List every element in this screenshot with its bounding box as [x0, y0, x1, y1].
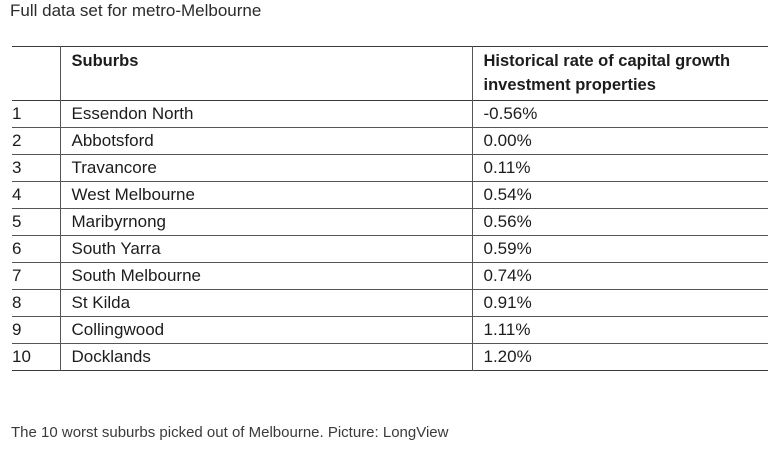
- suburb-cell: Abbotsford: [60, 127, 473, 155]
- growth-rate-cell: -0.56%: [483, 104, 538, 123]
- suburb-cell: St Kilda: [60, 289, 473, 317]
- suburb-cell: South Yarra: [60, 235, 473, 263]
- table-row: 3 Travancore 0.11%: [12, 154, 768, 182]
- rank-cell: 7: [12, 262, 61, 290]
- rank-cell: 9: [12, 316, 61, 344]
- growth-rate-cell: 0.91%: [483, 293, 532, 312]
- table-row: 10 Docklands 1.20%: [12, 343, 768, 371]
- rank-cell: 1: [12, 100, 61, 128]
- growth-rate-column-header: Historical rate of capital growth invest…: [472, 47, 768, 101]
- table-row: 1 Essendon North -0.56%: [12, 100, 768, 128]
- growth-rate-cell: 0.56%: [483, 212, 532, 231]
- growth-rate-cell: 0.54%: [483, 185, 532, 204]
- suburbs-column-header: Suburbs: [60, 46, 473, 101]
- rank-cell: 5: [12, 208, 61, 236]
- rank-cell: 6: [12, 235, 61, 263]
- growth-rate-cell: 0.11%: [483, 158, 531, 177]
- growth-rate-header-line-2: investment properties: [483, 76, 656, 94]
- rank-cell: 2: [12, 127, 61, 155]
- suburb-growth-table: Suburbs Historical rate of capital growt…: [12, 46, 768, 371]
- suburb-cell: South Melbourne: [60, 262, 473, 290]
- growth-rate-cell: 0.00%: [483, 131, 532, 150]
- table-row: 2 Abbotsford 0.00%: [12, 127, 768, 155]
- suburb-cell: West Melbourne: [60, 181, 473, 209]
- suburb-cell: Essendon North: [60, 100, 473, 128]
- rank-cell: 8: [12, 289, 61, 317]
- rank-column-header: [12, 46, 61, 101]
- suburb-cell: Travancore: [60, 154, 473, 182]
- growth-rate-cell: 0.74%: [483, 266, 532, 285]
- rank-cell: 4: [12, 181, 61, 209]
- table-row: 7 South Melbourne 0.74%: [12, 262, 768, 290]
- suburb-cell: Maribyrnong: [60, 208, 473, 236]
- table-row: 8 St Kilda 0.91%: [12, 289, 768, 317]
- table-row: 5 Maribyrnong 0.56%: [12, 208, 768, 236]
- table-header-row: Suburbs Historical rate of capital growt…: [12, 46, 768, 101]
- rank-cell: 3: [12, 154, 61, 182]
- suburb-cell: Collingwood: [60, 316, 473, 344]
- table-row: 4 West Melbourne 0.54%: [12, 181, 768, 209]
- growth-rate-header-line-1: Historical rate of capital growth: [483, 52, 731, 70]
- table-row: 6 South Yarra 0.59%: [12, 235, 768, 263]
- image-caption: The 10 worst suburbs picked out of Melbo…: [11, 424, 449, 441]
- table-row: 9 Collingwood 1.11%: [12, 316, 768, 344]
- growth-rate-cell: 0.59%: [483, 239, 532, 258]
- growth-rate-cell: 1.11%: [483, 320, 531, 339]
- rank-cell: 10: [12, 343, 61, 371]
- suburb-cell: Docklands: [60, 343, 473, 371]
- page-title: Full data set for metro-Melbourne: [10, 1, 262, 20]
- growth-rate-cell: 1.20%: [483, 347, 532, 366]
